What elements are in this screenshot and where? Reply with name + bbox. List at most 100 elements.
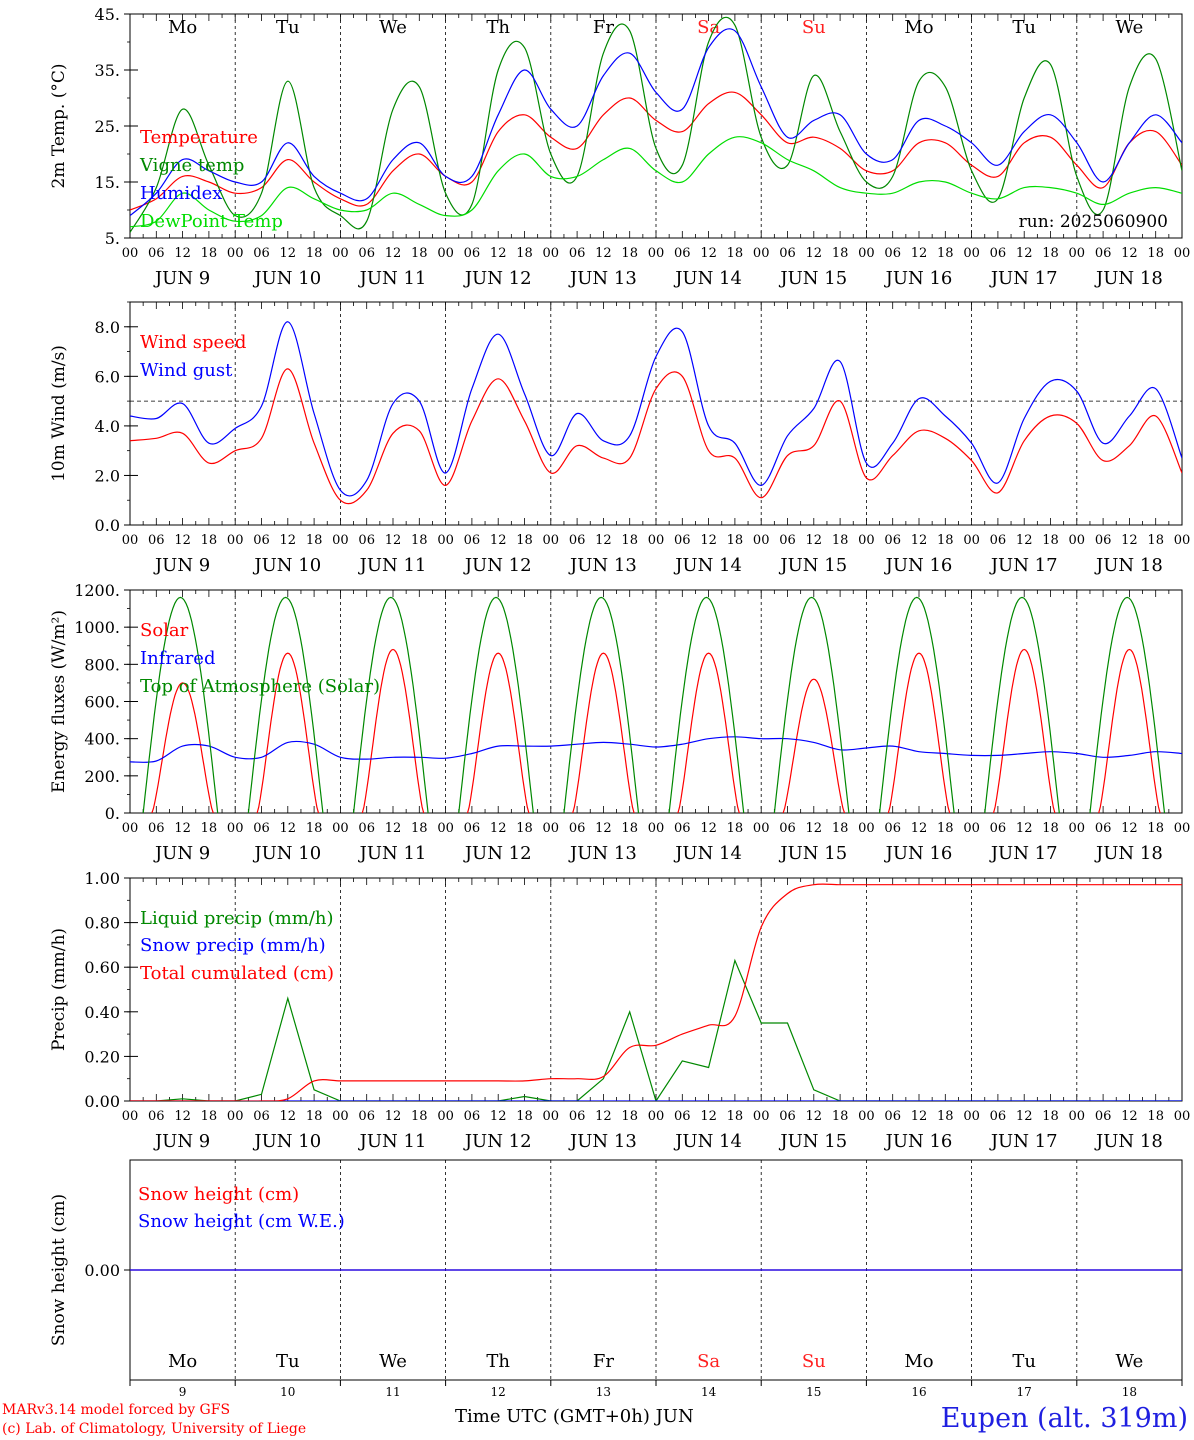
date-label: JUN 14 <box>673 555 742 576</box>
hour-label: 00 <box>543 246 560 261</box>
date-label: JUN 10 <box>252 1131 321 1152</box>
date-label: JUN 13 <box>568 555 637 576</box>
hour-label: 00 <box>543 821 560 836</box>
hour-label: 00 <box>753 533 770 548</box>
hour-label: 18 <box>621 246 638 261</box>
hour-label: 18 <box>1042 533 1059 548</box>
hour-label: 06 <box>884 821 901 836</box>
hour-label: 18 <box>1147 533 1164 548</box>
hour-label: 18 <box>1042 821 1059 836</box>
hour-label: 18 <box>201 533 218 548</box>
hour-label: 12 <box>174 821 191 836</box>
legend-precip-2: Total cumulated (cm) <box>140 963 334 984</box>
y-axis-label-precip: Precip (mm/h) <box>49 928 69 1051</box>
y-tick-label: 200. <box>84 767 120 786</box>
hour-label: 06 <box>1095 821 1112 836</box>
date-label: JUN 18 <box>1094 843 1163 864</box>
legend-wind-0: Wind speed <box>140 332 246 353</box>
weekday-label: We <box>1116 17 1144 38</box>
y-tick-label: 6.0 <box>95 367 120 386</box>
hour-label: 18 <box>411 533 428 548</box>
hour-label: 00 <box>753 821 770 836</box>
hour-label: 00 <box>648 246 665 261</box>
legend-precip-0: Liquid precip (mm/h) <box>140 908 334 929</box>
date-label: JUN 12 <box>463 843 532 864</box>
day-number-label: 18 <box>1122 1385 1137 1399</box>
date-label: JUN 11 <box>358 843 427 864</box>
date-label: JUN 17 <box>989 268 1058 289</box>
legend-snow-1: Snow height (cm W.E.) <box>138 1211 345 1232</box>
hour-label: 12 <box>490 1109 507 1124</box>
hour-label: 06 <box>148 246 165 261</box>
hour-label: 06 <box>253 533 270 548</box>
hour-label: 12 <box>490 246 507 261</box>
weekday-label: Mo <box>904 17 933 38</box>
hour-label: 12 <box>806 1109 823 1124</box>
date-label: JUN 10 <box>252 843 321 864</box>
y-tick-label: 0. <box>105 804 120 823</box>
hour-label: 00 <box>332 533 349 548</box>
day-number-label: 12 <box>491 1385 506 1399</box>
hour-label: 18 <box>516 246 533 261</box>
hour-label: 00 <box>1069 533 1086 548</box>
hour-label: 12 <box>911 1109 928 1124</box>
hour-label: 00 <box>648 821 665 836</box>
hour-label-end: 00 <box>1174 246 1191 261</box>
date-label: JUN 16 <box>884 268 953 289</box>
hour-label: 12 <box>1121 246 1138 261</box>
date-label: JUN 16 <box>884 843 953 864</box>
series-line-temp-0 <box>130 91 1182 211</box>
hour-label: 00 <box>648 533 665 548</box>
weekday-label: Th <box>486 1351 510 1372</box>
hour-label: 18 <box>832 821 849 836</box>
day-number-label: 15 <box>806 1385 821 1399</box>
hour-label: 18 <box>1147 821 1164 836</box>
hour-label: 12 <box>700 533 717 548</box>
hour-label: 00 <box>543 1109 560 1124</box>
hour-label: 06 <box>464 246 481 261</box>
hour-label: 18 <box>411 246 428 261</box>
hour-label: 12 <box>280 1109 297 1124</box>
hour-label: 06 <box>148 533 165 548</box>
hour-label: 18 <box>1147 246 1164 261</box>
date-label: JUN 15 <box>778 268 847 289</box>
weekday-label: Tu <box>1012 1351 1036 1372</box>
series-line-energy-1 <box>130 736 1182 763</box>
day-number-label: 14 <box>701 1385 717 1399</box>
hour-label: 00 <box>963 821 980 836</box>
y-tick-label: 8.0 <box>95 318 120 337</box>
date-label: JUN 15 <box>778 1131 847 1152</box>
date-label: JUN 9 <box>153 1131 210 1152</box>
hour-label: 12 <box>385 246 402 261</box>
y-tick-label: 0.20 <box>84 1047 120 1066</box>
hour-label: 18 <box>937 1109 954 1124</box>
hour-label: 00 <box>858 533 875 548</box>
hour-label: 12 <box>490 821 507 836</box>
y-tick-label: 35. <box>95 61 120 80</box>
hour-label: 06 <box>358 1109 375 1124</box>
panel-frame-wind <box>129 301 1183 526</box>
hour-label: 06 <box>779 1109 796 1124</box>
hour-label: 18 <box>937 533 954 548</box>
hour-label: 06 <box>569 533 586 548</box>
hour-label: 18 <box>201 821 218 836</box>
hour-label: 12 <box>806 246 823 261</box>
hour-label: 00 <box>543 533 560 548</box>
date-label: JUN 14 <box>673 843 742 864</box>
hour-label: 06 <box>884 1109 901 1124</box>
hour-label: 06 <box>464 1109 481 1124</box>
hour-label: 18 <box>832 533 849 548</box>
hour-label: 18 <box>727 1109 744 1124</box>
weekday-label: Th <box>486 17 510 38</box>
hour-label: 06 <box>674 1109 691 1124</box>
date-label: JUN 14 <box>673 268 742 289</box>
hour-label: 18 <box>516 1109 533 1124</box>
series-line-wind-0 <box>130 368 1182 505</box>
series-line-temp-1 <box>130 16 1182 233</box>
hour-label-end: 00 <box>1174 1109 1191 1124</box>
weekday-label: Fr <box>593 17 614 38</box>
hour-label: 06 <box>148 821 165 836</box>
legend-precip-1: Snow precip (mm/h) <box>140 935 326 956</box>
date-label: JUN 18 <box>1094 555 1163 576</box>
